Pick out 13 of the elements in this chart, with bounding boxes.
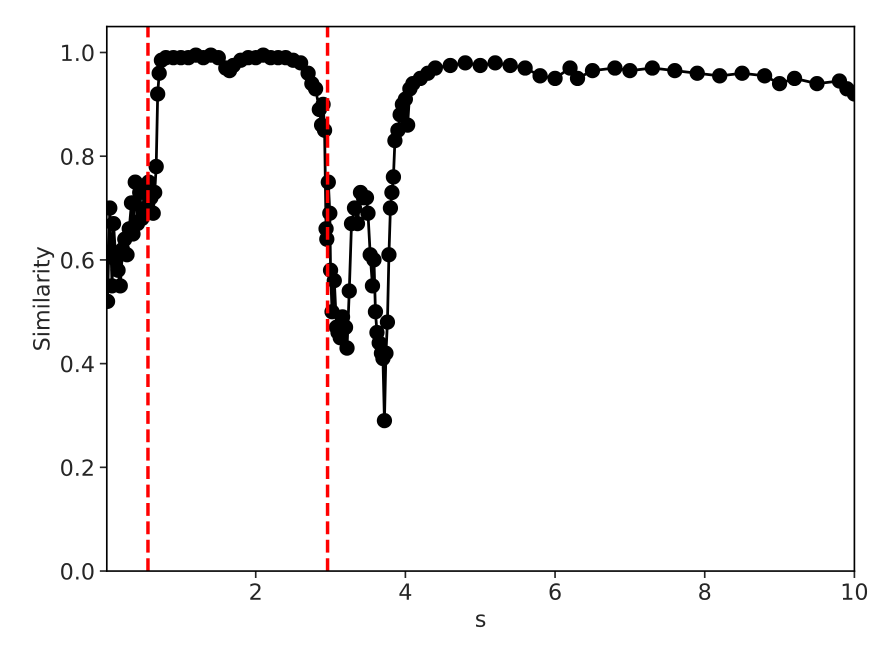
x-tick-label: 10 (842, 583, 868, 600)
x-tick-label: 6 (550, 583, 561, 600)
y-tick-label: 0.2 (61, 459, 93, 476)
y-tick-label: 0.6 (61, 252, 94, 269)
y-tick-label: 0.4 (61, 356, 94, 372)
x-tick-label: 2 (250, 583, 261, 600)
y-tick-label: 1.0 (62, 44, 94, 62)
x-tick-label: 4 (399, 584, 412, 600)
x-tick-label: 8 (699, 583, 710, 600)
x-axis-title: s (476, 614, 486, 628)
y-tick-label: 0.8 (61, 148, 94, 165)
y-tick-label: 0.0 (61, 562, 94, 580)
y-axis-title: Similarity (32, 246, 54, 350)
